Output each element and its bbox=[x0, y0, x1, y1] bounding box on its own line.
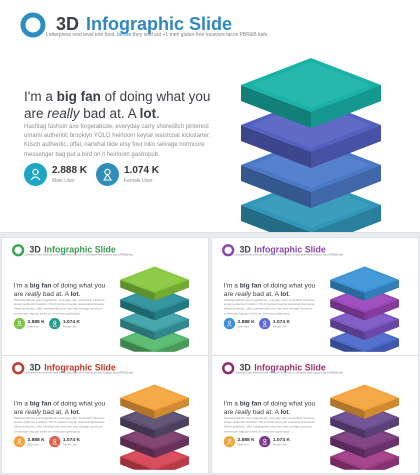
ring-logo-icon bbox=[222, 362, 235, 375]
female-user-icon bbox=[259, 435, 271, 448]
layer-stack-graphic bbox=[330, 384, 399, 470]
stat-value: 1.074 K bbox=[272, 436, 291, 443]
subtitle-link[interactable]: before bbox=[59, 371, 67, 375]
slide-subtitle: Letterpress next level tote fund, before… bbox=[24, 371, 134, 375]
female-user-icon bbox=[49, 317, 61, 330]
stat-value: 1.074 K bbox=[62, 436, 81, 443]
headline: I'm a big fan of doing what you are real… bbox=[223, 281, 316, 298]
subtitle-link[interactable]: before bbox=[269, 253, 277, 257]
layer-stack-graphic bbox=[120, 384, 189, 470]
stat-label: Male User bbox=[27, 443, 39, 447]
slide-subtitle: Letterpress next level tote fund, before… bbox=[46, 32, 269, 38]
ring-logo-icon bbox=[12, 362, 25, 375]
slide-title: 3D Infographic Slide bbox=[29, 362, 116, 373]
stat-value: 2.888 K bbox=[237, 318, 255, 325]
slide-title: 3D Infographic Slide bbox=[239, 244, 326, 255]
stat-value: 2.888 K bbox=[52, 165, 88, 176]
male-user-icon bbox=[223, 435, 236, 448]
stat-label: Male User bbox=[237, 325, 249, 329]
stat-value: 2.888 K bbox=[237, 436, 255, 443]
layer-stack-graphic bbox=[330, 266, 399, 352]
thumbnail-orange-red[interactable]: 3D Infographic Slide Letterpress next le… bbox=[2, 356, 208, 473]
thumbnail-orange-purple[interactable]: 3D Infographic Slide Letterpress next le… bbox=[212, 356, 418, 473]
stat-value: 1.074 K bbox=[272, 318, 291, 325]
subtitle-link[interactable]: before bbox=[59, 253, 67, 257]
thumbnail-green[interactable]: 3D Infographic Slide Letterpress next le… bbox=[2, 238, 208, 355]
stat-label: Male User bbox=[27, 325, 39, 329]
layer-stack-graphic bbox=[241, 58, 381, 232]
ring-logo-icon bbox=[20, 12, 46, 38]
stat-label: Female User bbox=[62, 325, 77, 329]
stat-value: 1.074 K bbox=[62, 318, 81, 325]
ring-logo-icon bbox=[12, 244, 25, 257]
body-text: Hashtag fashion axe forgetabcde, everyda… bbox=[13, 416, 106, 434]
headline: I'm a big fan of doing what you are real… bbox=[223, 399, 316, 416]
subtitle-link[interactable]: before bbox=[269, 371, 277, 375]
subtitle-link[interactable]: before bbox=[117, 32, 132, 38]
stat-label: Female User bbox=[62, 443, 77, 447]
male-user-icon bbox=[24, 163, 47, 186]
headline: I'm a big fan of doing what you are real… bbox=[13, 399, 106, 416]
stat-value: 2.888 K bbox=[27, 318, 45, 325]
male-user-icon bbox=[13, 435, 26, 448]
female-user-icon bbox=[49, 435, 61, 448]
stat-label: Female User bbox=[272, 325, 287, 329]
male-user-icon bbox=[223, 317, 236, 330]
stat-value: 1.074 K bbox=[124, 165, 160, 176]
slide-title: 3D Infographic Slide bbox=[29, 244, 116, 255]
slide-title: 3D Infographic Slide bbox=[239, 362, 326, 373]
female-user-icon bbox=[259, 317, 271, 330]
male-user-icon bbox=[13, 317, 26, 330]
headline: I'm a big fan of doing what you are real… bbox=[24, 89, 211, 121]
layer-stack-graphic bbox=[120, 266, 189, 352]
headline: I'm a big fan of doing what you are real… bbox=[13, 281, 106, 298]
slide-subtitle: Letterpress next level tote fund, before… bbox=[24, 253, 134, 257]
stat-label: Male User bbox=[52, 178, 75, 184]
body-text: Hashtag fashion axe forgetabcde, everyda… bbox=[223, 416, 316, 434]
body-text: Hashtag fashion axe forgetabcde, everyda… bbox=[223, 298, 316, 316]
stat-label: Male User bbox=[237, 443, 249, 447]
thumbnail-purple[interactable]: 3D Infographic Slide Letterpress next le… bbox=[212, 238, 418, 355]
female-user-icon bbox=[96, 163, 119, 186]
slide-subtitle: Letterpress next level tote fund, before… bbox=[234, 371, 344, 375]
body-text: Hashtag fashion axe forgetabcde, everyda… bbox=[13, 298, 106, 316]
body-text: Hashtag fashion axe forgetabcde, everyda… bbox=[24, 124, 211, 158]
main-slide-preview[interactable]: 3D Infographic Slide Letterpress next le… bbox=[0, 0, 420, 232]
slide-subtitle: Letterpress next level tote fund, before… bbox=[234, 253, 344, 257]
stat-label: Female User bbox=[272, 443, 287, 447]
ring-logo-icon bbox=[222, 244, 235, 257]
stat-label: Female User bbox=[124, 178, 153, 184]
slide-title: 3D Infographic Slide bbox=[56, 14, 233, 34]
stat-value: 2.888 K bbox=[27, 436, 45, 443]
stack-layer-1 bbox=[241, 58, 381, 128]
